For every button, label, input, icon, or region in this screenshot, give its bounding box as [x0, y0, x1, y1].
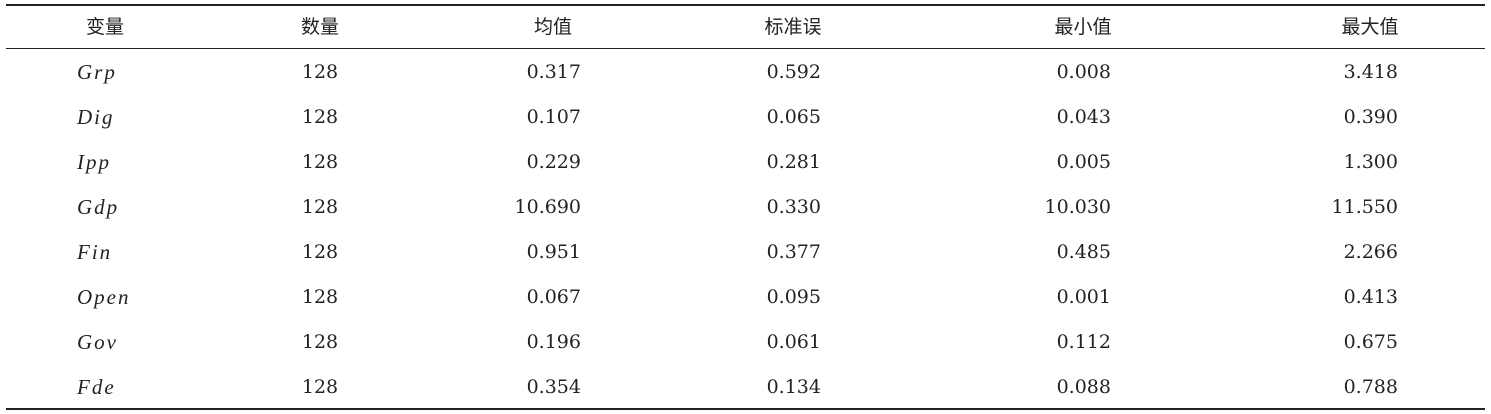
value-cell: 0.592 — [766, 61, 821, 83]
value-cell: 0.330 — [766, 196, 821, 218]
header-cell: 数量 — [300, 16, 339, 38]
count-cell: 128 — [301, 61, 339, 83]
value-cell: 10.030 — [1044, 196, 1111, 218]
value-cell: 3.418 — [1343, 61, 1398, 83]
value-cell: 0.107 — [526, 106, 581, 128]
count-cell: 128 — [301, 286, 339, 308]
count-cell: 128 — [301, 241, 339, 263]
header-cell: 变量 — [85, 16, 124, 38]
value-cell: 0.088 — [1056, 376, 1111, 398]
value-cell: 0.951 — [526, 241, 581, 263]
value-cell: 0.229 — [526, 151, 581, 173]
variable-name: Gov — [77, 330, 118, 354]
value-cell: 0.061 — [766, 331, 821, 353]
variable-name: Fde — [77, 375, 116, 399]
variable-name: Open — [77, 285, 131, 309]
value-cell: 2.266 — [1343, 241, 1398, 263]
count-cell: 128 — [301, 331, 339, 353]
value-cell: 0.067 — [526, 286, 581, 308]
bottom-rule — [6, 408, 1485, 410]
value-cell: 0.788 — [1343, 376, 1398, 398]
top-rule — [6, 4, 1485, 6]
value-cell: 0.317 — [526, 61, 581, 83]
value-cell: 0.095 — [766, 286, 821, 308]
variable-name: Grp — [77, 60, 117, 84]
value-cell: 0.008 — [1056, 61, 1111, 83]
count-cell: 128 — [301, 196, 339, 218]
value-cell: 0.377 — [766, 241, 821, 263]
value-cell: 0.413 — [1343, 286, 1398, 308]
count-cell: 128 — [301, 151, 339, 173]
value-cell: 10.690 — [514, 196, 581, 218]
header-cell: 最大值 — [1341, 16, 1399, 38]
variable-name: Dig — [77, 105, 115, 129]
count-cell: 128 — [301, 106, 339, 128]
value-cell: 0.043 — [1056, 106, 1111, 128]
value-cell: 0.065 — [766, 106, 821, 128]
value-cell: 1.300 — [1343, 151, 1398, 173]
value-cell: 0.112 — [1056, 331, 1111, 353]
header-cell: 标准误 — [764, 16, 822, 38]
value-cell: 0.134 — [766, 376, 821, 398]
variable-name: Fin — [77, 240, 113, 264]
value-cell: 0.675 — [1343, 331, 1398, 353]
value-cell: 0.005 — [1056, 151, 1111, 173]
count-cell: 128 — [301, 376, 339, 398]
value-cell: 0.196 — [526, 331, 581, 353]
header-cell: 最小值 — [1054, 16, 1112, 38]
variable-name: Gdp — [77, 195, 120, 219]
value-cell: 0.281 — [766, 151, 821, 173]
value-cell: 0.485 — [1056, 241, 1111, 263]
value-cell: 0.390 — [1343, 106, 1398, 128]
header-rule — [6, 48, 1485, 49]
value-cell: 11.550 — [1331, 196, 1398, 218]
value-cell: 0.354 — [526, 376, 581, 398]
variable-name: Ipp — [77, 150, 111, 174]
header-cell: 均值 — [533, 16, 572, 38]
value-cell: 0.001 — [1056, 286, 1111, 308]
